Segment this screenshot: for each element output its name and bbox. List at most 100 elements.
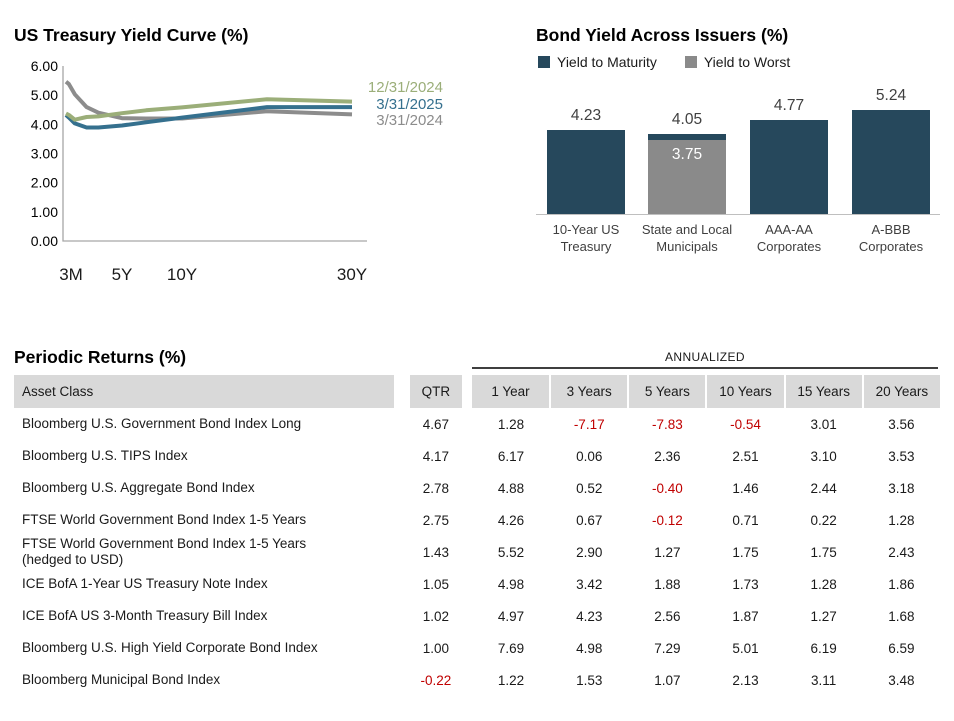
x-axis-tick-label: 10Y [167, 265, 197, 284]
return-value-cell: 1.75 [732, 544, 759, 560]
table-row: Bloomberg U.S. Aggregate Bond Index 2.78 4… [14, 472, 940, 504]
return-value-cell: 7.29 [654, 640, 681, 656]
return-value-cell: 0.71 [732, 512, 759, 528]
table-row: Bloomberg U.S. High Yield Corporate Bond… [14, 632, 940, 664]
return-value-cell: 2.13 [732, 672, 759, 688]
legend-label: Yield to Maturity [557, 54, 657, 70]
return-value-cell: 3.18 [888, 480, 915, 496]
bar-chart-legend: Yield to Maturity Yield to Worst [536, 54, 940, 70]
column-header-20-years: 20 Years [861, 375, 940, 408]
bar-chart-plot: 4.23 3.75 4.05 4.77 5.24 [536, 83, 940, 215]
return-value-cell: 1.73 [732, 576, 759, 592]
spacer-cell [394, 440, 410, 472]
column-header-10-years: 10 Years [705, 375, 785, 408]
line-series-labels: 12/31/2024 3/31/2025 3/31/2024 [357, 79, 443, 130]
y-axis-tick-label: 1.00 [31, 204, 58, 220]
return-value-cell: 1.27 [810, 608, 837, 624]
periodic-returns-table: Asset Class QTR 1 Year 3 Years 5 Years 1… [14, 375, 940, 696]
treasury-yield-curve-chart: 6.00 5.00 4.00 3.00 2.00 1.00 0.00 3M 5Y 10Y 30Y 1… [14, 54, 474, 292]
return-value-cell: 5.52 [497, 544, 525, 560]
return-value-cell: 1.88 [654, 576, 681, 592]
return-value-cell: -0.54 [730, 416, 761, 432]
table-row: Bloomberg Municipal Bond Index -0.22 1.22 1… [14, 664, 940, 696]
asset-class-cell: ICE BofA 1-Year US Treasury Note Index [22, 576, 268, 591]
return-value-cell: 0.67 [576, 512, 603, 528]
asset-class-cell: ICE BofA US 3-Month Treasury Bill Index [22, 608, 268, 623]
return-value-cell: 6.59 [888, 640, 915, 656]
return-value-cell: 3.56 [888, 416, 915, 432]
spacer-cell [394, 408, 410, 440]
spacer-cell [462, 600, 472, 632]
return-value-cell: -0.12 [651, 512, 683, 528]
return-value-cell: 2.44 [810, 480, 837, 496]
return-value-cell: 2.43 [888, 544, 915, 560]
return-value-cell: 1.28 [497, 416, 525, 432]
spacer-cell [462, 568, 472, 600]
bond-yield-panel: Bond Yield Across Issuers (%) Yield to M… [536, 14, 940, 265]
yield-curve-line-12/31/2024 [65, 97, 353, 122]
return-value-cell: 1.86 [888, 576, 915, 592]
return-value-cell: 3.48 [888, 672, 915, 688]
return-value-cell: 4.97 [497, 608, 525, 624]
return-value-cell: 2.78 [422, 480, 450, 496]
bar-value-label: 4.05 [671, 111, 703, 128]
return-value-cell: 3.42 [576, 576, 603, 592]
x-axis-tick-label: 3M [59, 265, 83, 284]
yield-curve-line-3/31/2025 [64, 105, 352, 130]
spacer-cell [462, 504, 472, 536]
bar-category-label: State and Local Municipals [641, 222, 733, 254]
bar-chart-category-labels: 10-Year US Treasury State and Local Munic… [536, 221, 940, 265]
bar-inner-value-label: 3.75 [671, 146, 703, 163]
asset-class-cell: Bloomberg U.S. High Yield Corporate Bond… [22, 640, 318, 655]
return-value-cell: 2.36 [654, 448, 681, 464]
return-value-cell: 4.23 [576, 608, 603, 624]
asset-class-cell: Bloomberg U.S. Aggregate Bond Index [22, 480, 255, 495]
legend-label: Yield to Worst [703, 54, 791, 70]
legend-item: Yield to Maturity [538, 54, 657, 70]
column-header-3-years: 3 Years [549, 375, 629, 408]
series-label-3/31/2024: 3/31/2024 [376, 112, 443, 129]
bar-category-label: 10-Year US Treasury [552, 222, 620, 254]
return-value-cell: 3.01 [810, 416, 837, 432]
asset-class-cell: Bloomberg Municipal Bond Index [22, 672, 221, 687]
bar-value-label: 4.77 [773, 97, 805, 114]
return-value-cell: 3.11 [811, 672, 837, 688]
spacer-cell [394, 568, 410, 600]
return-value-cell: 0.06 [576, 448, 603, 464]
bar-category-label: AAA-AA Corporates [756, 222, 822, 254]
return-value-cell: 2.51 [732, 448, 759, 464]
column-header-qtr: QTR [409, 375, 462, 408]
return-value-cell: -0.22 [420, 672, 452, 688]
annualized-group-header: ANNUALIZED [472, 350, 938, 369]
legend-item: Yield to Worst [684, 54, 791, 70]
spacer-cell [462, 440, 472, 472]
return-value-cell: 1.75 [810, 544, 837, 560]
yield-to-worst-swatch-icon [684, 56, 697, 68]
return-value-cell: 3.53 [888, 448, 915, 464]
return-value-cell: -7.17 [573, 416, 605, 432]
series-label-12/31/2024: 12/31/2024 [367, 79, 443, 96]
y-axis-tick-label: 0.00 [31, 233, 58, 249]
periodic-returns-section: Periodic Returns (%) ANNUALIZED Asset Cl… [14, 345, 940, 696]
yield-to-worst-bar: 3.75 [648, 140, 726, 214]
line-chart-title: US Treasury Yield Curve (%) [14, 25, 249, 45]
return-value-cell: 1.87 [732, 608, 759, 624]
y-axis-tick-label: 6.00 [31, 58, 58, 74]
return-value-cell: 4.98 [497, 576, 525, 592]
spacer-cell [462, 536, 472, 568]
spacer-cell [462, 472, 472, 504]
column-header-15-years: 15 Years [783, 375, 863, 408]
return-value-cell: -7.83 [651, 416, 683, 432]
table-row: FTSE World Government Bond Index 1-5 Yea… [14, 504, 940, 536]
return-value-cell: 2.56 [654, 608, 681, 624]
return-value-cell: 1.27 [654, 544, 681, 560]
return-value-cell: -0.40 [651, 480, 683, 496]
return-value-cell: 6.17 [497, 448, 525, 464]
yield-to-maturity-bar [852, 110, 930, 214]
x-axis-tick-label: 5Y [112, 265, 133, 284]
table-header-row: Asset Class QTR 1 Year 3 Years 5 Years 1… [14, 375, 940, 408]
bar-category-label: A-BBB Corporates [858, 222, 924, 254]
return-value-cell: 4.17 [422, 448, 450, 464]
return-value-cell: 2.90 [576, 544, 603, 560]
